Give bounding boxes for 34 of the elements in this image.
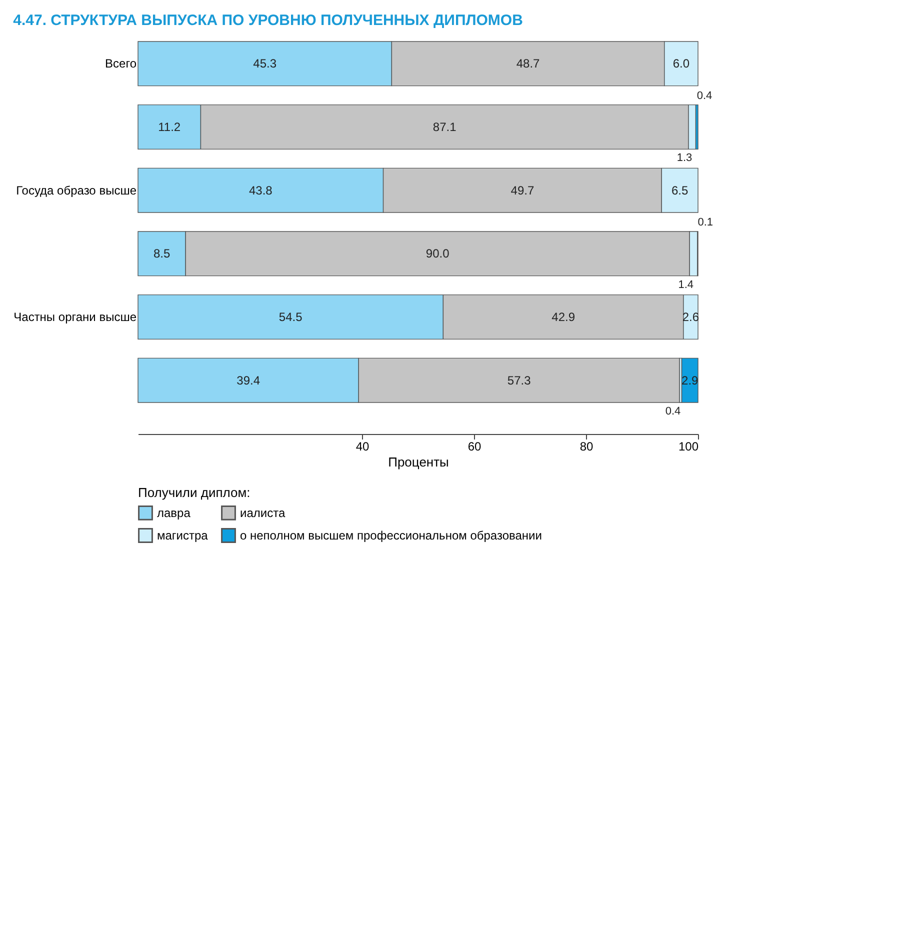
- data-label: 45.3: [253, 56, 277, 71]
- data-label: 49.7: [510, 183, 534, 198]
- legend-label: магистра: [157, 528, 208, 542]
- legend-label: иалиста: [240, 506, 286, 520]
- data-label: 6.5: [671, 183, 688, 198]
- data-label: 90.0: [426, 246, 450, 261]
- data-label: 6.0: [672, 56, 690, 71]
- x-tick-label: 40: [356, 440, 370, 454]
- x-tick-label: 100: [678, 440, 699, 454]
- legend-label: лавра: [157, 506, 191, 520]
- data-label: 0.1: [698, 216, 714, 228]
- data-label: 2.9: [682, 373, 699, 388]
- data-label: 8.5: [153, 246, 170, 261]
- data-label: 87.1: [432, 120, 457, 134]
- data-label: 42.9: [552, 310, 576, 324]
- x-tick-label: 60: [468, 440, 482, 454]
- y-tick-label: Частны органи высше: [14, 310, 137, 324]
- data-label: 57.3: [507, 373, 532, 388]
- legend-title: Получили диплом:: [138, 485, 250, 500]
- legend-label: о неполном высшем профессиональном образовании: [240, 528, 542, 542]
- x-tick-label: 80: [580, 440, 594, 454]
- y-tick-label: Всего: [105, 56, 137, 71]
- y-tick-label: Госуда образо высше: [16, 183, 137, 198]
- data-label: 1.4: [678, 278, 694, 291]
- chart-title: 4.47. СТРУКТУРА ВЫПУСКА ПО УРОВНЮ ПОЛУЧЕННЫХ ДИПЛОМОВ: [13, 12, 524, 29]
- data-label: 0.4: [696, 90, 712, 102]
- data-label: 54.5: [278, 310, 303, 324]
- data-label: 1.3: [676, 152, 692, 164]
- data-label: 43.8: [248, 183, 273, 198]
- data-label: 0.4: [665, 406, 681, 418]
- data-label: 39.4: [236, 373, 260, 388]
- data-label: 48.7: [516, 56, 540, 71]
- data-label: 11.2: [158, 120, 181, 134]
- x-axis-title: Проценты: [388, 454, 449, 470]
